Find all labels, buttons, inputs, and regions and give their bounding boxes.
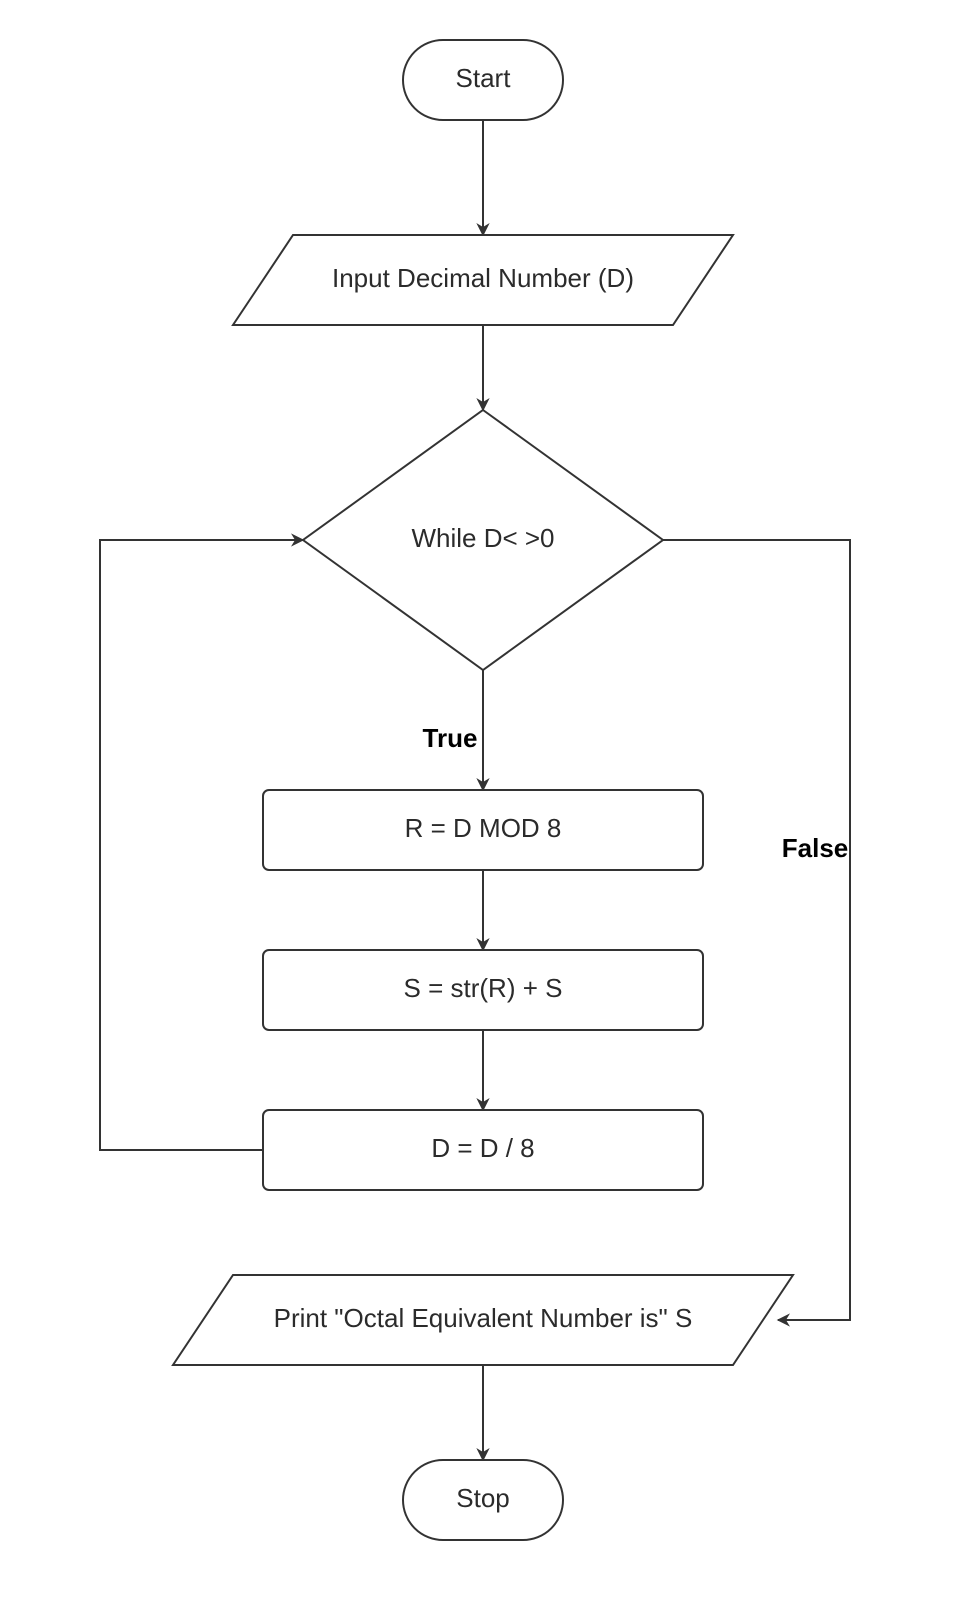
node-label-cond: While D< >0 — [411, 523, 554, 553]
edge-label-false: False — [782, 833, 849, 863]
node-label-input: Input Decimal Number (D) — [332, 263, 634, 293]
node-label-output: Print "Octal Equivalent Number is" S — [274, 1303, 693, 1333]
node-label-proc3: D = D / 8 — [431, 1133, 534, 1163]
flowchart-canvas: True False Start Input Decimal Number (D) Wh… — [0, 0, 966, 1600]
edge-cond-output — [663, 540, 850, 1320]
node-label-stop: Stop — [456, 1483, 510, 1513]
edge-label-true: True — [423, 723, 478, 753]
node-label-proc2: S = str(R) + S — [404, 973, 563, 1003]
node-label-proc1: R = D MOD 8 — [405, 813, 562, 843]
node-label-start: Start — [456, 63, 512, 93]
